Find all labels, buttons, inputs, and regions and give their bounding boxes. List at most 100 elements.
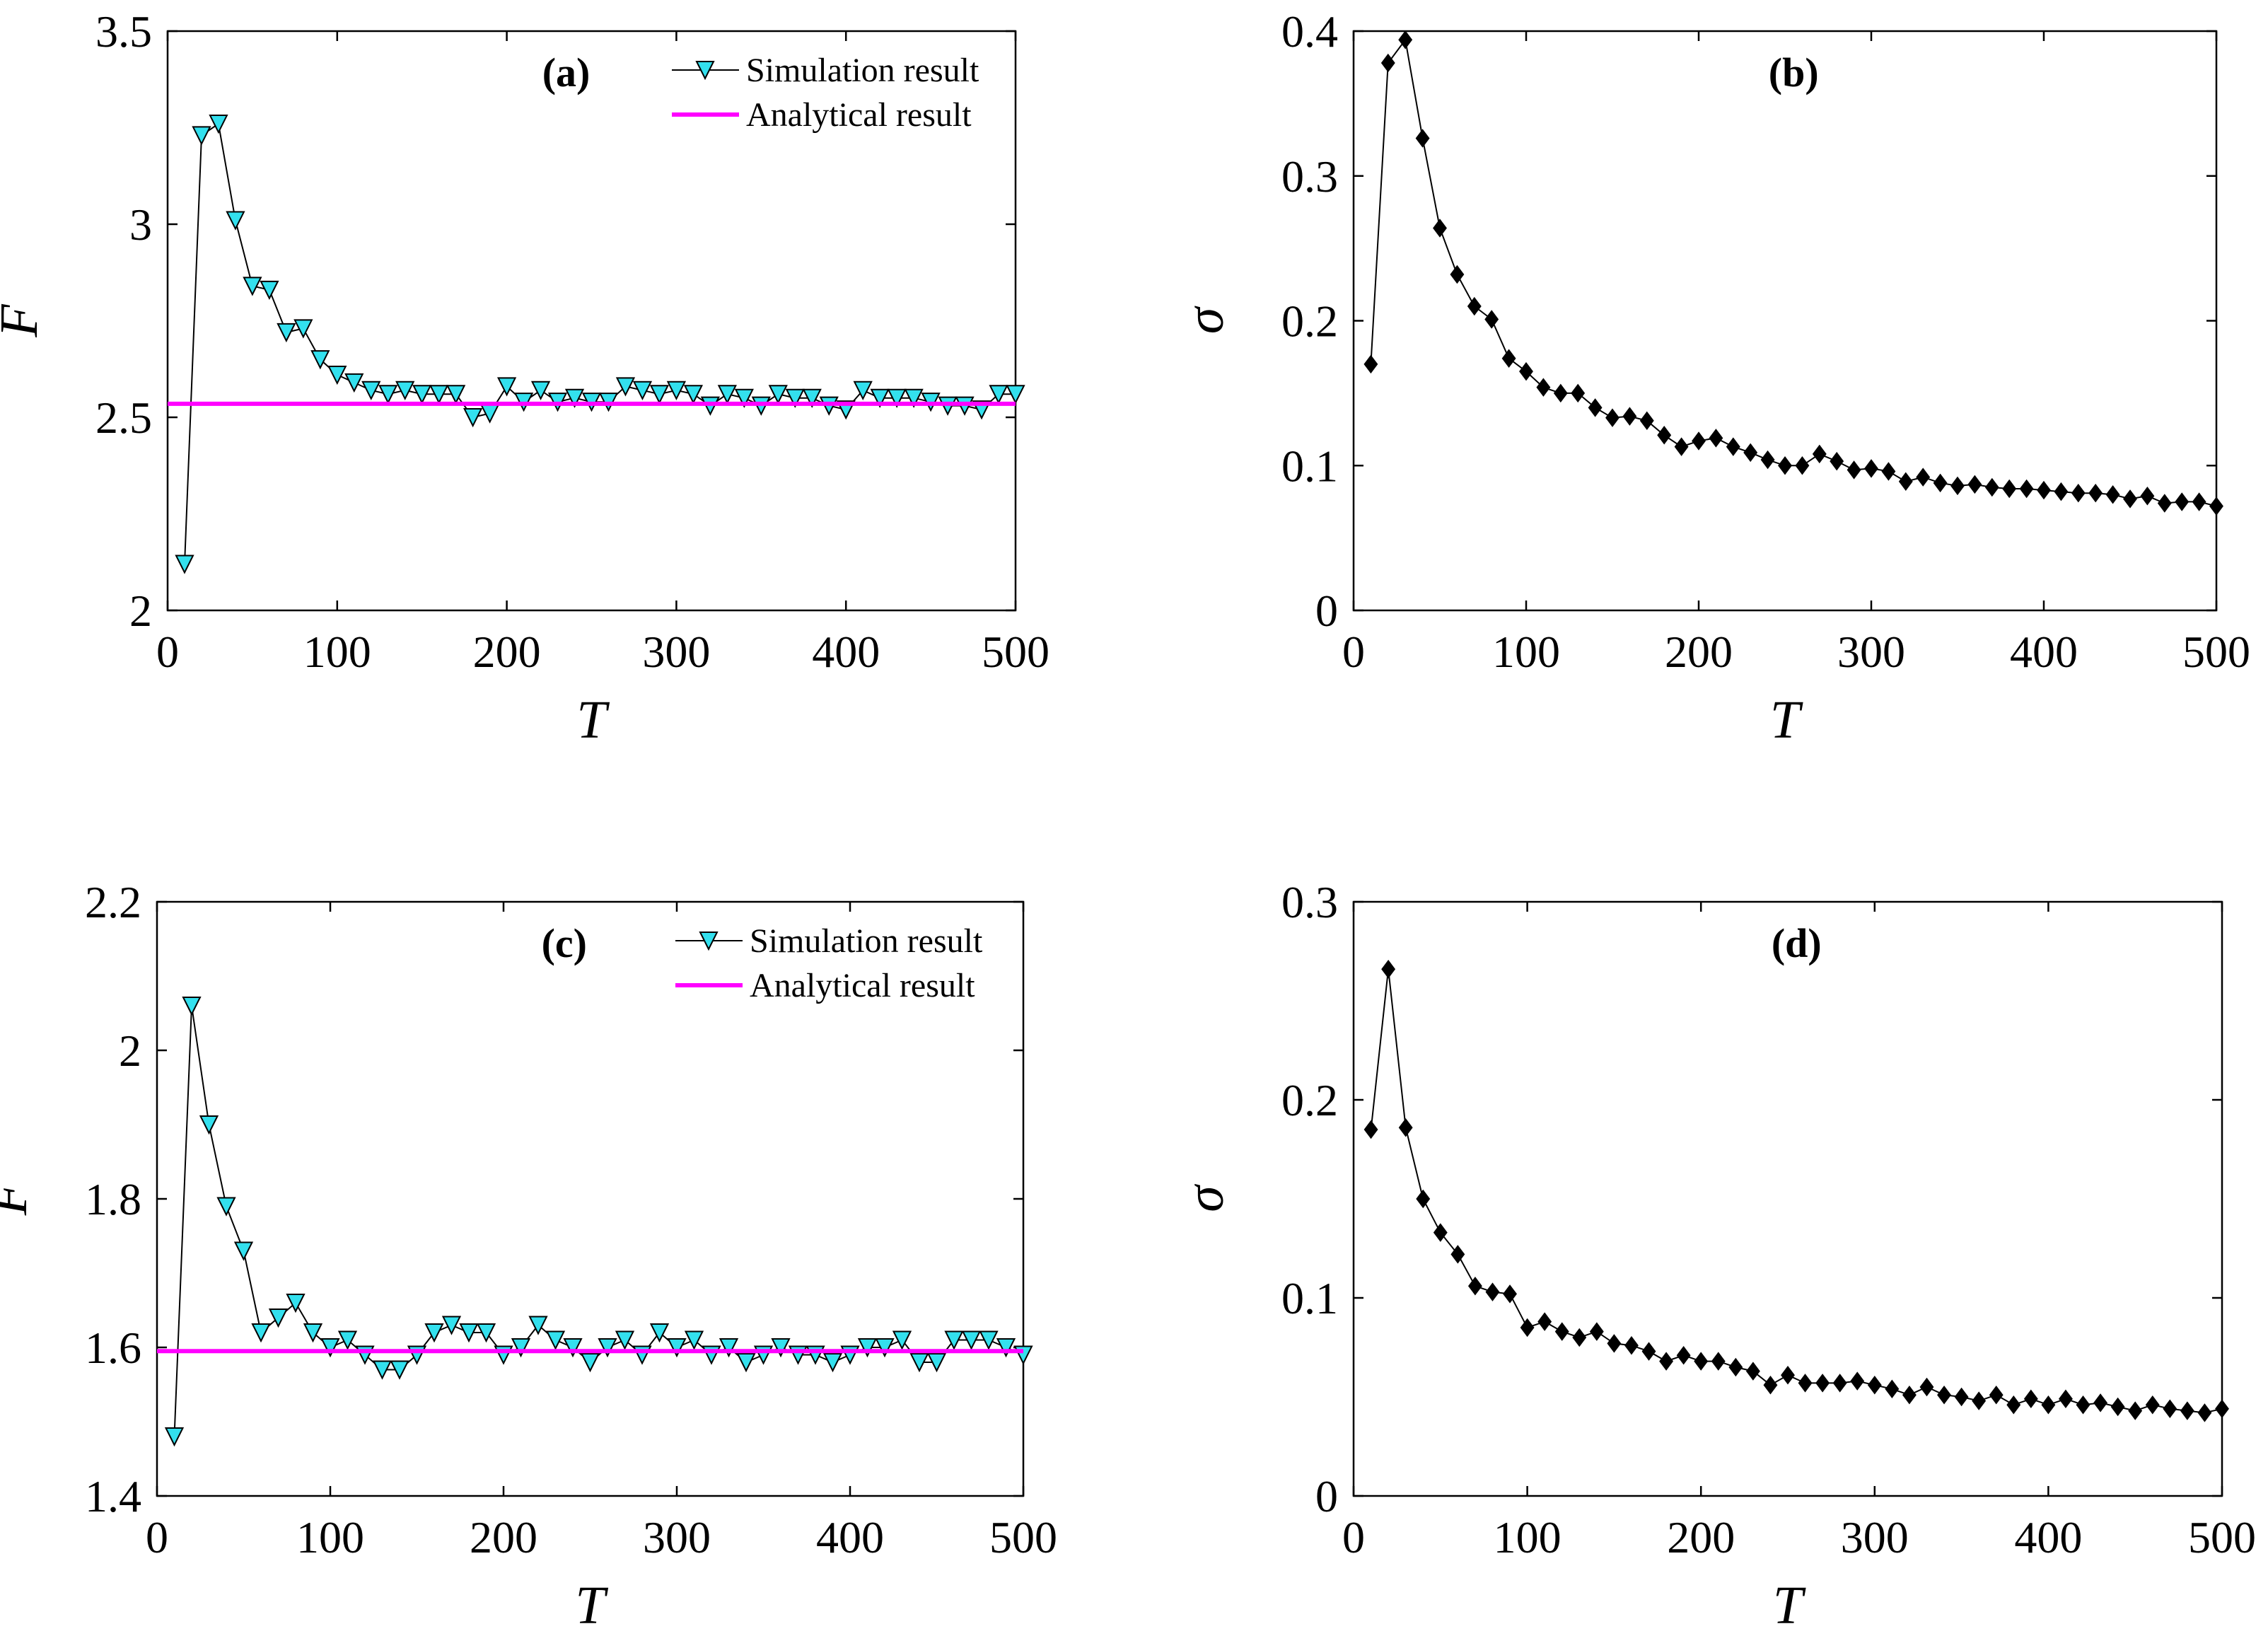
data-point [1972, 1391, 1987, 1410]
data-point [530, 381, 551, 401]
data-point [1674, 437, 1689, 456]
legend-sim-marker [699, 932, 719, 951]
data-point [1694, 1352, 1709, 1371]
data-point [378, 385, 398, 405]
data-point [753, 1345, 774, 1365]
data-point [979, 1330, 999, 1350]
data-point [286, 1294, 306, 1313]
data-point [2006, 1395, 2021, 1415]
panel-1: 0 100 200 300 400 500 0 0.1 0.2 0.3 0.4 Tσ (b) [1175, 6, 2250, 750]
data-point [1501, 349, 1516, 368]
data-point [1919, 1377, 1934, 1397]
data-point [494, 1345, 513, 1365]
data-point [496, 377, 517, 397]
data-point [1657, 426, 1672, 445]
x-tick-label: 300 [642, 627, 710, 677]
data-point [293, 319, 313, 339]
data-point [320, 1338, 340, 1358]
data-point [1798, 1374, 1813, 1393]
data-point [182, 997, 202, 1016]
legend-entry: Analytical result [750, 967, 975, 1004]
data-point [2076, 1395, 2090, 1415]
data-point [260, 280, 279, 301]
panel-label: (d) [1772, 920, 1822, 966]
x-tick-label: 0 [146, 1512, 168, 1562]
data-point [1760, 450, 1775, 470]
y-tick-label: 1.8 [85, 1174, 141, 1224]
data-point [598, 1338, 617, 1358]
data-point [2215, 1399, 2229, 1419]
y-tick-label: 1.4 [85, 1471, 141, 1521]
data-point [429, 385, 449, 405]
data-point [209, 115, 228, 134]
data-point [1933, 473, 1948, 493]
y-tick-label: 1.6 [85, 1323, 141, 1373]
y-tick-label: 2.2 [85, 877, 141, 927]
x-tick-label: 100 [1492, 627, 1560, 677]
data-point [1433, 219, 1447, 238]
y-tick-label: 3 [129, 199, 152, 250]
data-point [1659, 1352, 1674, 1371]
legend: Simulation result Analytical result [675, 922, 983, 1004]
y-tick-label: 3.5 [95, 6, 152, 57]
x-axis-title: T [1773, 1576, 1806, 1635]
data-point [2059, 1389, 2073, 1409]
data-point [1989, 1385, 2004, 1405]
series-line [184, 122, 1016, 564]
data-point [1624, 1335, 1639, 1355]
data-point [875, 1338, 895, 1358]
data-point [1781, 1365, 1795, 1385]
data-point [684, 1330, 704, 1350]
data-point [1937, 1385, 1951, 1405]
data-point [1641, 1342, 1656, 1361]
data-point [615, 377, 636, 397]
data-point [2110, 1397, 2125, 1417]
data-point [1778, 456, 1792, 475]
data-point [528, 1316, 548, 1335]
data-point [2071, 483, 2086, 503]
data-point [1572, 1328, 1587, 1347]
y-tick-label: 2 [129, 586, 152, 636]
data-point [327, 365, 347, 385]
data-point [632, 381, 653, 401]
data-point [2093, 1393, 2108, 1412]
data-point [580, 1353, 600, 1373]
data-point [667, 1338, 687, 1358]
x-axis-title: T [575, 1576, 608, 1635]
x-tick-label: 500 [2188, 1512, 2256, 1562]
data-point [734, 388, 754, 408]
data-point [1380, 53, 1395, 73]
data-point [926, 1353, 947, 1373]
x-tick-label: 0 [1342, 1512, 1365, 1562]
panel-label: (a) [542, 50, 591, 95]
data-point [1902, 1385, 1917, 1405]
data-point [1622, 407, 1637, 426]
data-point [1709, 429, 1723, 448]
x-tick-label: 100 [1494, 1512, 1562, 1562]
data-point [446, 385, 466, 405]
data-point [736, 1353, 756, 1373]
data-point [1013, 1345, 1033, 1365]
y-tick-label: 0 [1315, 1471, 1338, 1521]
data-point [2145, 1395, 2160, 1415]
x-tick-label: 400 [2010, 627, 2078, 677]
panel-2: 0 100 200 300 400 500 1.4 1.6 1.8 2 2.2 T F (c) Simula… [0, 877, 1057, 1635]
data-point [649, 385, 670, 405]
data-point [2163, 1399, 2177, 1419]
data-point [390, 1360, 409, 1380]
data-point [1898, 472, 1913, 492]
y-tick-label: 0.4 [1281, 6, 1338, 57]
data-point [857, 1338, 878, 1358]
data-point [719, 1338, 739, 1358]
data-point [2209, 497, 2223, 516]
y-tick-label: 0.1 [1281, 441, 1338, 491]
data-point [768, 385, 788, 405]
data-point [2157, 494, 2172, 513]
data-point [424, 1323, 444, 1343]
data-point [564, 388, 585, 408]
data-point [2019, 479, 2034, 499]
data-point [251, 1323, 271, 1343]
x-tick-label: 200 [1665, 627, 1733, 677]
data-point [1519, 361, 1533, 381]
